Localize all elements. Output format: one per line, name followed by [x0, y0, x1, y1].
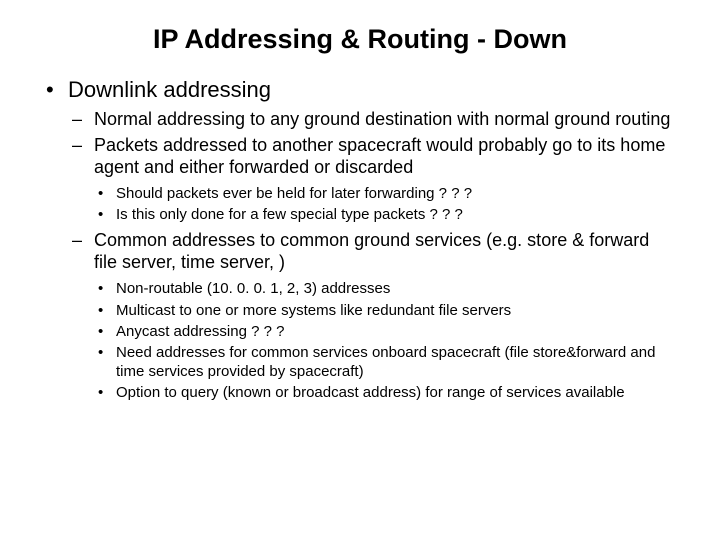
- list-item: Anycast addressing ? ? ?: [94, 323, 676, 341]
- list-item-text: Normal addressing to any ground destinat…: [94, 109, 670, 129]
- list-item: Is this only done for a few special type…: [94, 206, 676, 224]
- bullet-list-level2: Normal addressing to any ground destinat…: [68, 109, 676, 402]
- bullet-list-level1: Downlink addressing Normal addressing to…: [44, 77, 676, 402]
- list-item: Need addresses for common services onboa…: [94, 344, 676, 381]
- list-item-text: Packets addressed to another spacecraft …: [94, 135, 665, 177]
- bullet-list-level3: Should packets ever be held for later fo…: [94, 185, 676, 225]
- list-item: Downlink addressing Normal addressing to…: [44, 77, 676, 402]
- list-item: Normal addressing to any ground destinat…: [68, 109, 676, 131]
- list-item-text: Multicast to one or more systems like re…: [116, 302, 511, 319]
- list-item: Common addresses to common ground servic…: [68, 230, 676, 402]
- list-item: Should packets ever be held for later fo…: [94, 185, 676, 203]
- list-item: Non-routable (10. 0. 0. 1, 2, 3) address…: [94, 280, 676, 298]
- slide: IP Addressing & Routing - Down Downlink …: [0, 0, 720, 540]
- list-item-text: Non-routable (10. 0. 0. 1, 2, 3) address…: [116, 280, 390, 297]
- list-item: Packets addressed to another spacecraft …: [68, 135, 676, 225]
- list-item-text: Downlink addressing: [68, 77, 271, 102]
- list-item-text: Common addresses to common ground servic…: [94, 230, 649, 272]
- bullet-list-level3: Non-routable (10. 0. 0. 1, 2, 3) address…: [94, 280, 676, 402]
- slide-title: IP Addressing & Routing - Down: [44, 24, 676, 55]
- list-item-text: Should packets ever be held for later fo…: [116, 185, 472, 202]
- list-item: Multicast to one or more systems like re…: [94, 302, 676, 320]
- list-item-text: Option to query (known or broadcast addr…: [116, 384, 625, 401]
- list-item-text: Anycast addressing ? ? ?: [116, 323, 284, 340]
- list-item: Option to query (known or broadcast addr…: [94, 384, 676, 402]
- list-item-text: Is this only done for a few special type…: [116, 206, 463, 223]
- list-item-text: Need addresses for common services onboa…: [116, 344, 655, 379]
